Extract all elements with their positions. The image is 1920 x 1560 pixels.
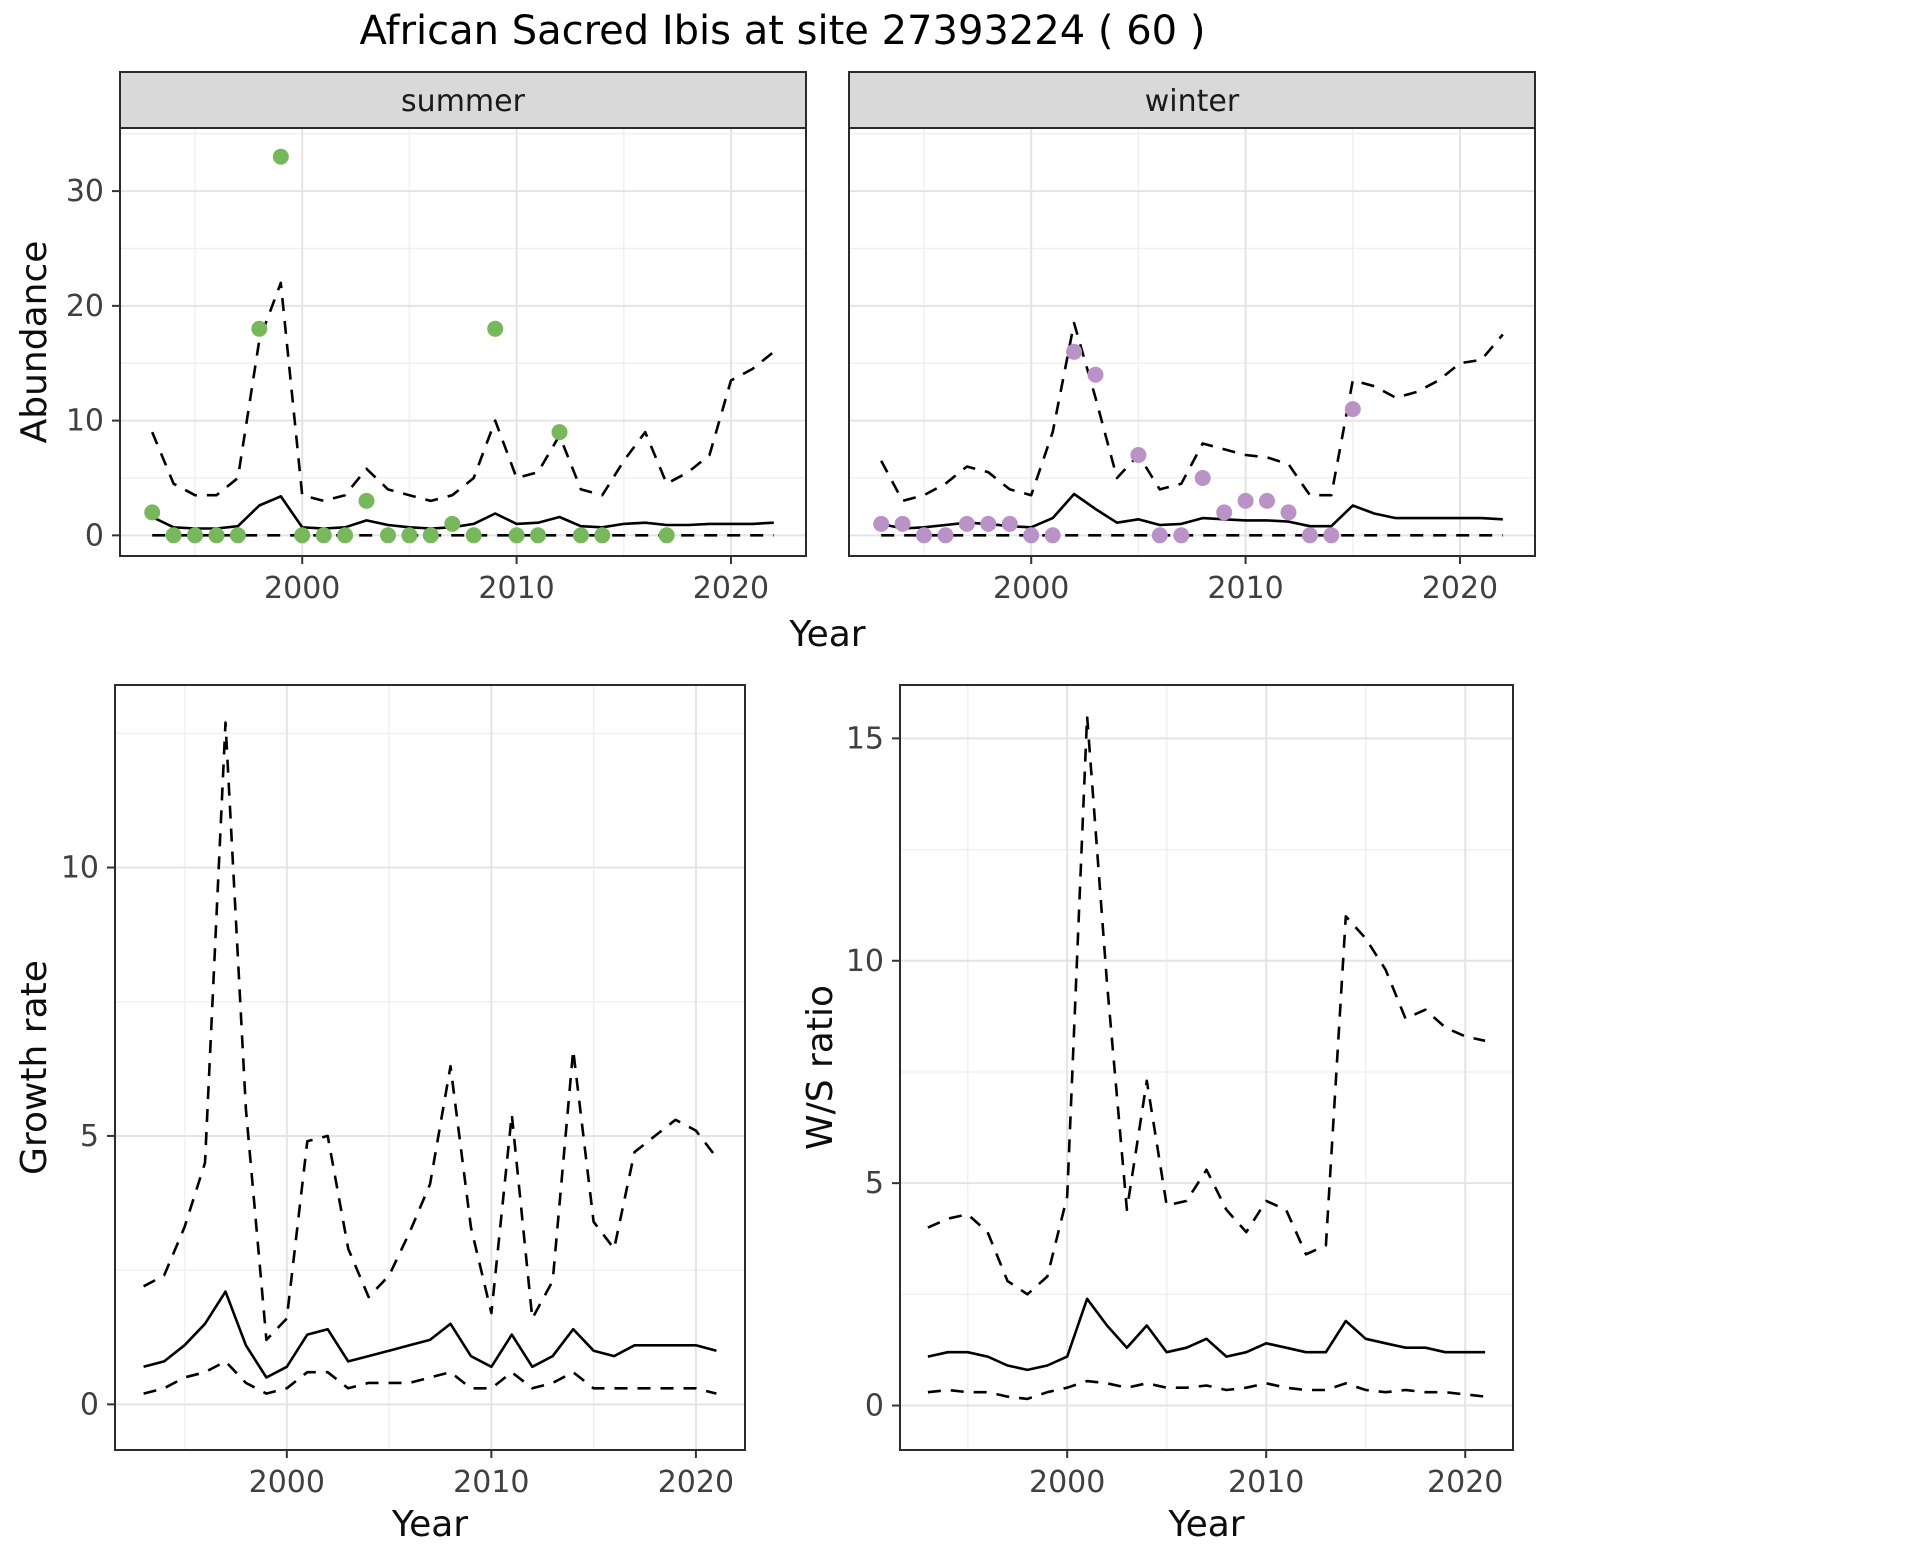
- observed-point: [1216, 504, 1233, 521]
- series-upper_ci: [142, 721, 718, 1342]
- observed-point: [551, 424, 568, 441]
- y-tick-label: 15: [846, 721, 884, 756]
- series-lower_ci: [143, 1360, 717, 1395]
- y-tick-label: 10: [61, 851, 99, 886]
- observed-point: [1151, 527, 1168, 544]
- series-lower_ci: [927, 1379, 1486, 1401]
- x-tick-label: 2020: [1427, 1465, 1503, 1500]
- series-upper_ci: [927, 714, 1486, 1296]
- observed-point: [508, 527, 525, 544]
- x-tick-label: 2020: [658, 1465, 734, 1500]
- observed-point: [315, 527, 332, 544]
- x-tick-label: 2010: [1207, 571, 1283, 606]
- observed-point: [873, 515, 890, 532]
- facet-strip-label: winter: [1145, 84, 1240, 119]
- ws-x-axis-title: Year: [1167, 1504, 1244, 1545]
- panel-background: [849, 128, 1535, 556]
- observed-point: [530, 527, 546, 544]
- x-tick-label: 2010: [478, 571, 554, 606]
- observed-point: [487, 320, 504, 337]
- observed-point: [422, 527, 439, 544]
- ws-y-axis-title: W/S ratio: [800, 985, 841, 1150]
- series-upper_ci: [880, 321, 1504, 503]
- observed-point: [1344, 401, 1361, 418]
- observed-point: [229, 527, 246, 544]
- observed-point: [1173, 527, 1190, 544]
- panel-abundance-summer: summer 2000 2010 2020 0 10 20 30: [66, 71, 807, 606]
- observed-point: [294, 527, 311, 544]
- observed-point: [658, 527, 675, 544]
- observed-point: [1001, 515, 1018, 532]
- panel-background: [120, 128, 806, 556]
- observed-point: [1194, 470, 1211, 486]
- observed-point: [272, 148, 289, 165]
- x-tick-label: 2000: [249, 1465, 325, 1500]
- observed-point: [1087, 366, 1104, 383]
- growth-y-axis-title: Growth rate: [14, 960, 55, 1175]
- y-tick-label: 20: [66, 289, 104, 324]
- facet-strip: [848, 71, 1536, 129]
- series-median: [151, 494, 774, 530]
- y-tick-label: 30: [66, 174, 104, 209]
- observed-point: [187, 527, 203, 544]
- observed-point: [1259, 492, 1275, 509]
- observed-point: [916, 527, 932, 544]
- observed-point: [444, 515, 461, 532]
- y-tick-label: 10: [846, 944, 884, 979]
- observed-point: [1280, 504, 1297, 521]
- observed-point: [1323, 527, 1340, 544]
- chart-title: African Sacred Ibis at site 27393224 ( 6…: [359, 8, 1206, 54]
- observed-point: [144, 504, 161, 521]
- panel-growth-rate: 2000 2010 2020 0 5 10: [61, 684, 746, 1500]
- observed-point: [1301, 527, 1318, 544]
- observed-point: [1066, 343, 1083, 360]
- x-tick-label: 2000: [264, 571, 340, 606]
- x-tick-label: 2010: [1228, 1465, 1304, 1500]
- observed-point: [1130, 447, 1147, 463]
- abundance-y-axis-title: Abundance: [14, 241, 55, 444]
- observed-point: [594, 527, 611, 544]
- observed-point: [894, 515, 911, 532]
- panel-background: [115, 685, 745, 1450]
- panel-background: [900, 685, 1513, 1450]
- observed-point: [337, 527, 354, 544]
- observed-point: [251, 320, 268, 337]
- panel-ws-ratio: 2000 2010 2020 0 5 10 15: [846, 684, 1514, 1500]
- x-tick-label: 2000: [1029, 1465, 1105, 1500]
- panel-abundance-winter: winter 2000 2010 2020: [848, 71, 1536, 606]
- facet-strip: [119, 71, 807, 129]
- x-tick-label: 2000: [993, 571, 1069, 606]
- y-tick-label: 10: [66, 404, 104, 439]
- observed-point: [380, 527, 396, 544]
- y-tick-label: 0: [80, 1387, 99, 1422]
- observed-point: [572, 527, 589, 544]
- panel-border: [114, 684, 746, 1451]
- observed-point: [165, 527, 182, 544]
- observed-point: [1044, 527, 1061, 544]
- x-tick-label: 2020: [693, 571, 769, 606]
- observed-point: [937, 527, 954, 544]
- observed-point: [958, 515, 975, 532]
- series-median: [927, 1297, 1486, 1372]
- observed-point: [980, 515, 997, 532]
- observed-point: [401, 527, 418, 544]
- observed-point: [465, 527, 482, 544]
- top-x-axis-title: Year: [788, 614, 865, 655]
- y-tick-label: 0: [865, 1389, 884, 1424]
- observed-point: [208, 527, 225, 544]
- y-tick-label: 5: [80, 1119, 99, 1154]
- observed-point: [1237, 492, 1254, 509]
- x-tick-label: 2010: [453, 1465, 529, 1500]
- observed-point: [1023, 527, 1040, 544]
- observed-point: [358, 492, 375, 509]
- y-tick-label: 5: [865, 1166, 884, 1201]
- growth-x-axis-title: Year: [391, 1504, 468, 1545]
- series-median: [143, 1290, 717, 1379]
- x-tick-label: 2020: [1422, 571, 1498, 606]
- panel-border: [899, 684, 1514, 1451]
- facet-strip-label: summer: [401, 84, 526, 119]
- y-tick-label: 0: [85, 518, 104, 553]
